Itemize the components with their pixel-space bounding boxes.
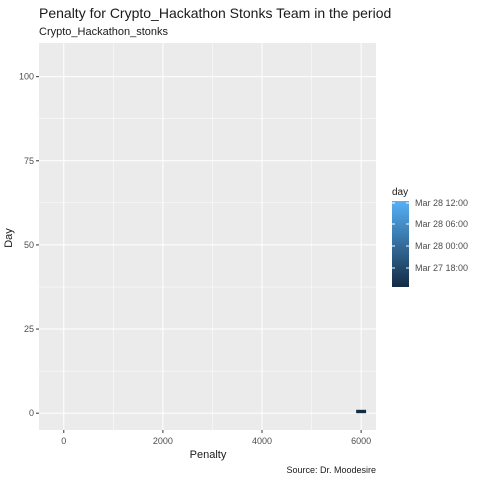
x-tick-label: 4000: [252, 436, 272, 446]
chart-subtitle: Crypto_Hackathon_stonks: [39, 26, 169, 38]
legend-label: Mar 28 00:00: [415, 241, 468, 251]
heatmap-tile: [356, 409, 367, 414]
x-axis-title: Penalty: [190, 449, 227, 461]
y-tick-label: 100: [19, 72, 34, 82]
plot-panel: [39, 43, 376, 430]
legend-ticks: Mar 28 12:00 Mar 28 06:00 Mar 28 00:00 Mar …: [392, 198, 468, 273]
grid-major: [39, 43, 376, 430]
legend: day Mar 28 12:00 Mar 28 06:00 Mar 28 00:00…: [392, 187, 468, 287]
y-tick-label: 75: [24, 156, 34, 166]
y-axis-title: Day: [3, 228, 15, 248]
y-tick-label: 50: [24, 240, 34, 250]
legend-label: Mar 28 12:00: [415, 198, 468, 208]
data-marks: [356, 409, 367, 414]
legend-title: day: [392, 187, 408, 198]
y-axis-ticks: 0 25 50 75 100: [19, 72, 39, 418]
chart-caption: Source: Dr. Moodesire: [286, 465, 376, 475]
legend-label: Mar 27 18:00: [415, 263, 468, 273]
chart-title: Penalty for Crypto_Hackathon Stonks Team…: [39, 5, 391, 21]
x-tick-label: 6000: [351, 436, 371, 446]
x-axis-ticks: 0 2000 4000 6000: [61, 430, 371, 446]
legend-label: Mar 28 06:00: [415, 219, 468, 229]
x-tick-label: 0: [61, 436, 66, 446]
y-tick-label: 0: [29, 408, 34, 418]
y-tick-label: 25: [24, 324, 34, 334]
grid-minor: [39, 43, 376, 430]
legend-colorbar: [392, 201, 409, 287]
x-tick-label: 2000: [153, 436, 173, 446]
